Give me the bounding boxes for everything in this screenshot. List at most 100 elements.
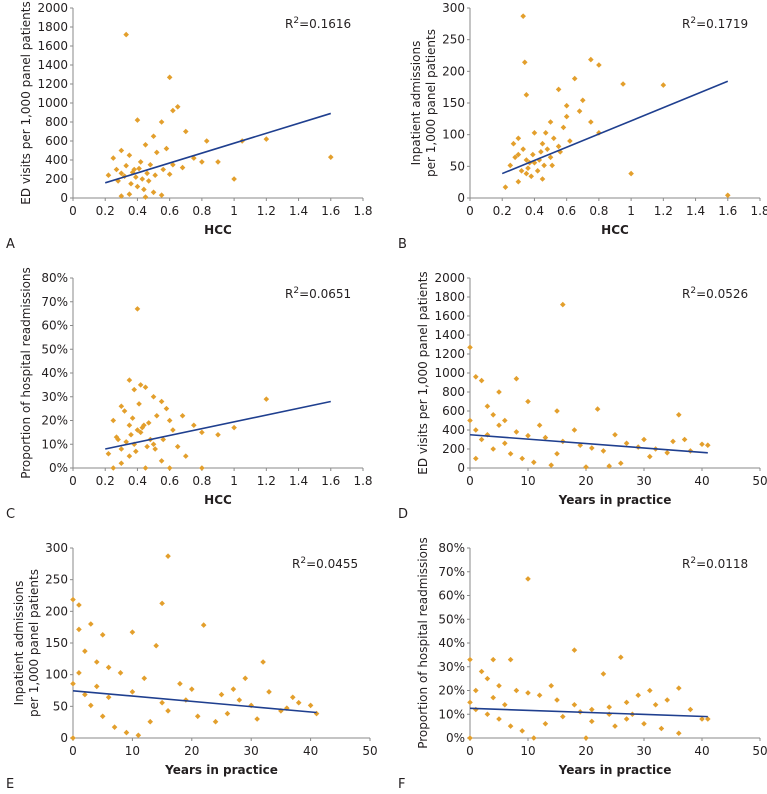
data-point bbox=[76, 626, 82, 633]
x-tick-label: 30 bbox=[244, 744, 259, 758]
x-tick-label: 10 bbox=[520, 744, 535, 758]
data-point bbox=[191, 155, 197, 161]
data-point bbox=[548, 462, 554, 468]
x-axis-title-c: HCC bbox=[204, 493, 232, 507]
x-tick-label: 1.4 bbox=[289, 474, 308, 488]
data-point bbox=[583, 464, 589, 470]
data-point bbox=[560, 124, 567, 131]
data-point bbox=[129, 415, 136, 421]
x-tick-label: 1.8 bbox=[353, 474, 372, 488]
x-tick-label: 1.8 bbox=[750, 204, 767, 218]
data-point bbox=[76, 670, 82, 676]
data-point bbox=[141, 675, 148, 682]
data-point bbox=[528, 173, 535, 180]
data-point bbox=[589, 445, 595, 451]
data-point bbox=[571, 701, 578, 708]
data-point bbox=[588, 119, 594, 125]
y-axis-title-a: ED visits per 1,000 panel patients bbox=[19, 1, 33, 204]
data-point bbox=[724, 192, 731, 199]
x-tick-label: 40 bbox=[303, 744, 318, 758]
y-tick-label: 40% bbox=[41, 366, 68, 380]
panel-d: 0 200 400 600 800 1000 1200 1400 1600 1800 2000 0 10… bbox=[416, 271, 767, 507]
data-point bbox=[676, 730, 682, 737]
data-point bbox=[525, 576, 531, 582]
y-axis-title-b: per 1,000 panel patients bbox=[424, 29, 438, 177]
data-point bbox=[596, 62, 602, 68]
data-point bbox=[118, 460, 125, 467]
data-point bbox=[478, 436, 485, 443]
data-point bbox=[231, 176, 237, 182]
y-tick-label: 400 bbox=[442, 423, 465, 437]
x-tick-label: 0.2 bbox=[96, 204, 115, 218]
data-point bbox=[150, 133, 157, 140]
panel-f: 0% 10% 20% 30% 40% 50% 60% 70% 80% 0 10 20 30 40 50 Yea… bbox=[416, 537, 767, 777]
data-point bbox=[555, 143, 562, 150]
x-tick-label: 10 bbox=[125, 744, 140, 758]
x-axis-title-b: HCC bbox=[601, 223, 629, 237]
data-point bbox=[129, 689, 136, 695]
data-point bbox=[231, 424, 237, 431]
x-tick-label: 0 bbox=[466, 744, 474, 758]
data-point bbox=[647, 687, 653, 694]
x-tick-label: 0.8 bbox=[192, 204, 211, 218]
data-point bbox=[542, 130, 549, 136]
y-tick-label: 10% bbox=[41, 437, 68, 451]
data-point bbox=[131, 386, 138, 393]
y-tick-label: 30% bbox=[41, 390, 68, 404]
x-tick-label: 40 bbox=[694, 744, 709, 758]
x-tick-label: 0.6 bbox=[160, 474, 179, 488]
y-axis-title-d: ED visits per 1,000 panel patients bbox=[416, 271, 430, 474]
data-point bbox=[478, 668, 485, 675]
y-tick-label: 100 bbox=[45, 668, 68, 682]
data-point bbox=[652, 701, 659, 708]
data-point bbox=[550, 135, 557, 142]
data-point bbox=[496, 422, 502, 429]
panel-letter-e: E bbox=[6, 777, 14, 792]
data-point bbox=[105, 172, 112, 178]
data-point bbox=[177, 680, 183, 687]
data-point bbox=[541, 162, 547, 169]
trendline-d bbox=[469, 433, 708, 454]
data-point bbox=[520, 146, 526, 152]
data-point bbox=[215, 431, 221, 438]
data-point bbox=[144, 443, 150, 450]
data-point bbox=[519, 455, 525, 462]
panel-b: 0 50 100 150 200 250 300 0 0.2 0.4 0.6 0.8 1 1.2 1.4 1.… bbox=[409, 1, 767, 237]
x-tick-label: 0.8 bbox=[192, 474, 211, 488]
data-point bbox=[165, 553, 171, 559]
data-point bbox=[490, 412, 496, 418]
data-point bbox=[705, 442, 711, 448]
data-point bbox=[521, 59, 528, 66]
y-tick-label: 200 bbox=[45, 172, 68, 186]
x-tick-label: 0.4 bbox=[128, 204, 147, 218]
data-point bbox=[513, 429, 520, 435]
data-point bbox=[539, 176, 546, 182]
data-point bbox=[538, 149, 544, 155]
data-point bbox=[126, 453, 133, 459]
data-point bbox=[76, 602, 82, 608]
data-point bbox=[110, 417, 117, 424]
y-tick-label: 0 bbox=[457, 191, 465, 205]
x-tick-label: 0.6 bbox=[160, 204, 179, 218]
y-tick-label: 0 bbox=[60, 191, 68, 205]
data-point bbox=[589, 706, 595, 713]
data-point bbox=[502, 417, 508, 424]
data-point bbox=[560, 713, 566, 720]
data-point bbox=[699, 716, 705, 722]
data-point bbox=[536, 422, 543, 429]
x-tick-label: 0.6 bbox=[557, 204, 576, 218]
data-point bbox=[88, 702, 94, 709]
data-point bbox=[676, 685, 682, 691]
data-point bbox=[490, 446, 496, 452]
data-point bbox=[152, 446, 158, 452]
y-axis-title-f: Proportion of hospital readmissions bbox=[416, 537, 430, 749]
data-point bbox=[531, 735, 537, 741]
data-point bbox=[525, 690, 531, 696]
data-point bbox=[473, 706, 479, 713]
data-point bbox=[289, 694, 296, 701]
data-point bbox=[179, 164, 186, 171]
x-tick-label: 40 bbox=[694, 474, 709, 488]
data-point bbox=[99, 632, 106, 638]
data-point bbox=[153, 412, 160, 419]
x-tick-label: 0 bbox=[466, 204, 474, 218]
